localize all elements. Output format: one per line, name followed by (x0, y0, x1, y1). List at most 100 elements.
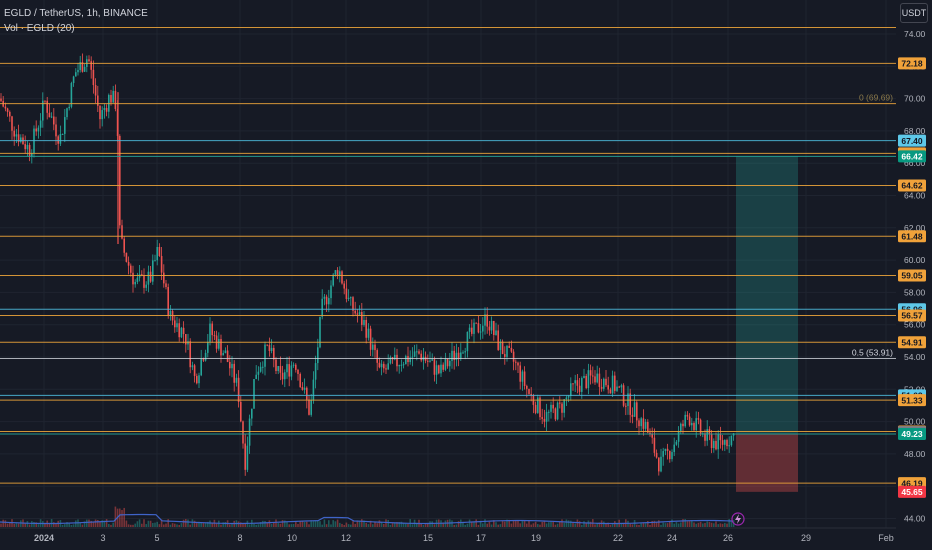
candle-body (605, 378, 607, 386)
volume-bar (330, 524, 332, 527)
volume-bar (211, 523, 213, 527)
time-tick-label: Feb (878, 533, 894, 543)
volume-bar (328, 520, 330, 527)
volume-bar (497, 524, 499, 527)
volume-bar (528, 520, 530, 527)
candle-body (6, 108, 9, 112)
volume-bar (471, 521, 473, 527)
volume-bar (61, 524, 64, 527)
candle-body (587, 370, 590, 389)
candle-body (273, 347, 275, 360)
candle-body (398, 365, 400, 367)
volume-bar (493, 520, 495, 527)
currency-button[interactable]: USDT (900, 3, 928, 23)
candle-body (328, 298, 330, 305)
candle-body (17, 134, 20, 142)
volume-bar (596, 523, 598, 527)
volume-bar (215, 523, 218, 527)
candle-body (411, 356, 414, 358)
volume-bar (517, 520, 519, 527)
volume-bar (453, 524, 455, 527)
price-badge (898, 394, 926, 407)
candle-body (42, 100, 44, 121)
candle-body (376, 350, 378, 363)
candle-body (39, 120, 42, 128)
candle-body (380, 363, 383, 368)
candle-body (446, 358, 449, 367)
volume-bar (105, 519, 108, 527)
candle-body (299, 373, 301, 388)
volume-bar (372, 524, 374, 527)
candle-body (609, 389, 612, 394)
volume-bar (512, 520, 515, 527)
candle-body (440, 364, 442, 374)
price-badge (898, 309, 926, 322)
candle-body (616, 386, 618, 391)
candle-body (81, 62, 84, 72)
volume-bar (279, 523, 282, 527)
candle-body (704, 433, 706, 441)
volume-bar (92, 522, 95, 527)
volume-bar (726, 523, 728, 527)
price-tick-label: 52.00 (904, 384, 926, 394)
candle-body (44, 100, 46, 102)
volume-bar (534, 521, 537, 527)
volume-bar (4, 520, 7, 527)
volume-bar (28, 524, 31, 527)
candle-body (138, 274, 141, 278)
volume-bar (523, 520, 526, 527)
candle-body (99, 105, 101, 120)
volume-bar (257, 524, 260, 527)
position-zones (736, 156, 798, 492)
volume-bar (86, 519, 88, 527)
candle-body (471, 327, 473, 334)
candle-body (695, 418, 697, 431)
candle-body (501, 341, 504, 355)
volume-bar (167, 519, 169, 527)
candle-body (565, 397, 568, 400)
candle-body (145, 284, 147, 288)
volume-bar (655, 522, 658, 527)
volume-bar (37, 524, 40, 527)
volume-bar (548, 522, 550, 527)
volume-bar (178, 524, 180, 527)
volume-bar (479, 520, 482, 527)
volume-bar (200, 522, 202, 527)
candle-body (671, 452, 673, 460)
candle-body (160, 256, 163, 273)
volume-bar (664, 523, 667, 527)
candle-body (114, 90, 117, 109)
profit-zone (736, 156, 798, 435)
volume-bar (308, 524, 310, 527)
candle-body (407, 356, 409, 363)
candle-body (233, 363, 235, 383)
volume-bar (411, 524, 414, 527)
fib-label: 0 (69.69) (859, 93, 893, 103)
price-badge (898, 57, 926, 70)
volume-bar (290, 524, 293, 527)
price-tick-label: 56.00 (904, 320, 926, 330)
candle-body (286, 364, 288, 373)
candle-body (46, 100, 48, 113)
volume-bar (367, 524, 370, 527)
candle-body (288, 364, 290, 377)
volume-bar (127, 524, 130, 527)
candle-body (537, 397, 539, 413)
volume-bar (647, 520, 649, 527)
volume-bar (306, 521, 308, 527)
candle-body (105, 107, 108, 112)
volume-bar (673, 523, 675, 527)
candle-body (677, 430, 680, 442)
candle-body (576, 380, 579, 386)
volume-bar (391, 523, 394, 527)
candle-body (669, 450, 671, 460)
volume-bar (563, 522, 565, 527)
volume-bar (152, 522, 154, 527)
candle-body (556, 402, 559, 420)
candle-body (484, 314, 486, 326)
candle-body (455, 352, 458, 361)
candle-body (686, 414, 689, 417)
volume-bar (526, 523, 528, 527)
volume-bar (64, 524, 66, 527)
